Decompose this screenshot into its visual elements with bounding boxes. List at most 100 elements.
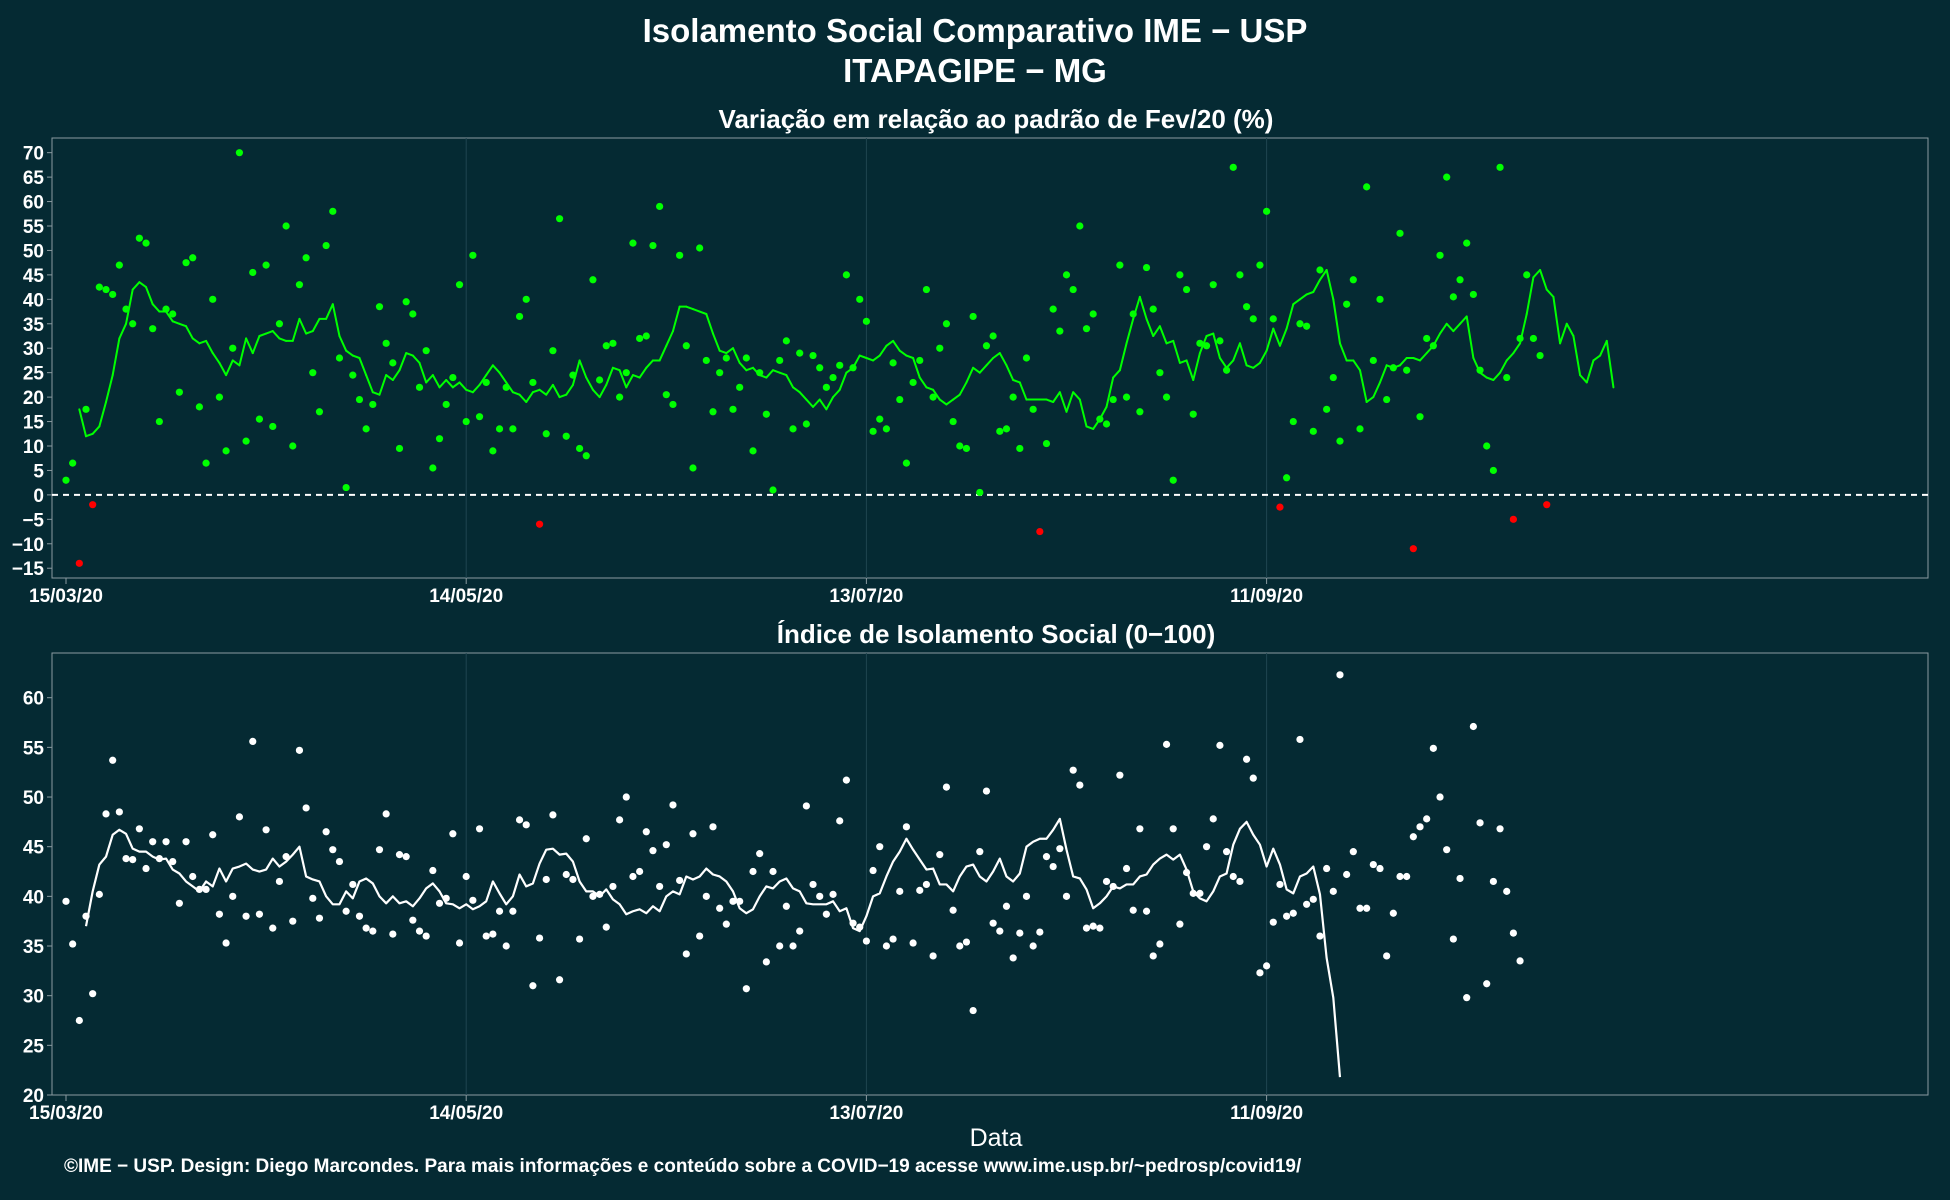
data-point bbox=[1276, 880, 1284, 889]
data-point bbox=[756, 369, 764, 377]
data-point bbox=[1116, 261, 1124, 269]
data-point bbox=[249, 268, 257, 277]
data-point bbox=[1216, 337, 1224, 345]
moving-average-segment bbox=[1285, 303, 1295, 330]
data-point bbox=[95, 890, 103, 898]
data-point bbox=[1403, 366, 1411, 374]
data-point bbox=[102, 285, 110, 294]
moving-average-segment bbox=[538, 388, 548, 396]
data-point bbox=[429, 866, 437, 875]
data-point bbox=[776, 356, 784, 365]
moving-average-segment bbox=[171, 320, 181, 325]
data-point bbox=[302, 804, 310, 812]
moving-average-segment bbox=[1399, 357, 1408, 367]
data-point bbox=[582, 452, 590, 460]
data-point bbox=[1443, 173, 1451, 181]
data-point bbox=[542, 875, 550, 884]
moving-average-segment bbox=[1525, 276, 1535, 315]
data-point bbox=[1269, 315, 1277, 323]
moving-average-segment bbox=[485, 364, 494, 377]
data-point bbox=[389, 930, 397, 938]
data-point bbox=[1396, 872, 1404, 881]
data-point bbox=[415, 927, 424, 935]
moving-average-segment bbox=[1225, 359, 1235, 369]
data-point bbox=[189, 872, 197, 881]
moving-average-segment bbox=[1125, 317, 1135, 345]
moving-average-segment bbox=[1185, 359, 1195, 381]
moving-average-segment bbox=[965, 366, 975, 384]
data-point bbox=[1036, 928, 1044, 936]
moving-average-segment bbox=[938, 398, 948, 406]
data-point bbox=[1249, 774, 1257, 782]
data-point bbox=[762, 410, 770, 418]
x-tick-label: 15/03/20 bbox=[29, 1103, 103, 1124]
moving-average-segment bbox=[1218, 357, 1228, 369]
data-point bbox=[662, 391, 670, 399]
y-tick-label: 20 bbox=[23, 1086, 44, 1107]
data-point bbox=[889, 359, 897, 367]
moving-average-segment bbox=[671, 305, 681, 333]
data-point bbox=[696, 244, 704, 252]
data-point bbox=[1483, 442, 1491, 450]
data-point bbox=[842, 271, 850, 279]
moving-average-segment bbox=[978, 364, 988, 374]
data-point bbox=[235, 813, 244, 821]
moving-average-segment bbox=[431, 374, 441, 389]
moving-average-segment bbox=[165, 310, 174, 323]
moving-average-segment bbox=[1585, 359, 1595, 384]
data-point bbox=[1263, 207, 1271, 215]
moving-average-segment bbox=[1258, 349, 1268, 364]
data-point bbox=[929, 952, 937, 960]
x-tick-label: 11/09/20 bbox=[1230, 586, 1303, 607]
moving-average-segment bbox=[1505, 352, 1515, 362]
moving-average-segment bbox=[218, 361, 228, 377]
data-point bbox=[949, 906, 957, 914]
moving-average-segment bbox=[1579, 374, 1588, 384]
moving-average-segment bbox=[865, 357, 875, 362]
data-point bbox=[1489, 466, 1497, 475]
moving-average-segment bbox=[1158, 325, 1168, 345]
data-point bbox=[529, 982, 537, 990]
moving-average-segment bbox=[365, 374, 374, 394]
data-point bbox=[342, 907, 350, 915]
moving-average-segment bbox=[1499, 359, 1508, 374]
data-point bbox=[202, 459, 210, 467]
data-point bbox=[109, 756, 117, 764]
data-point bbox=[362, 425, 370, 433]
moving-average-segment bbox=[885, 339, 895, 347]
moving-average-segment bbox=[1485, 376, 1495, 381]
data-point bbox=[115, 808, 123, 816]
x-tick-label: 13/07/20 bbox=[829, 586, 903, 607]
data-point bbox=[322, 241, 330, 250]
data-point bbox=[982, 342, 991, 350]
data-point bbox=[1463, 994, 1471, 1002]
data-point bbox=[1323, 405, 1331, 413]
data-point bbox=[1222, 366, 1231, 374]
data-point bbox=[702, 892, 710, 900]
data-point bbox=[202, 885, 210, 893]
data-point bbox=[1022, 354, 1031, 362]
data-point bbox=[1149, 305, 1157, 313]
data-point bbox=[455, 281, 464, 289]
y-tick-label: 10 bbox=[23, 437, 44, 458]
data-point bbox=[1122, 393, 1131, 401]
data-point bbox=[1469, 290, 1477, 299]
data-point bbox=[989, 919, 997, 927]
data-point bbox=[255, 910, 264, 918]
data-point bbox=[942, 783, 951, 791]
data-point bbox=[475, 413, 484, 421]
data-point bbox=[75, 1016, 83, 1025]
moving-average-segment bbox=[458, 381, 468, 391]
data-point bbox=[802, 420, 810, 428]
data-point bbox=[355, 912, 364, 920]
data-point bbox=[1269, 918, 1277, 926]
data-point bbox=[115, 261, 123, 269]
data-point bbox=[1489, 877, 1497, 886]
data-point bbox=[1002, 425, 1011, 433]
data-point bbox=[1289, 909, 1297, 917]
data-point bbox=[662, 841, 670, 849]
data-point bbox=[355, 395, 364, 404]
data-point bbox=[1036, 527, 1044, 536]
moving-average-segment bbox=[1452, 322, 1462, 333]
data-point bbox=[749, 447, 757, 455]
